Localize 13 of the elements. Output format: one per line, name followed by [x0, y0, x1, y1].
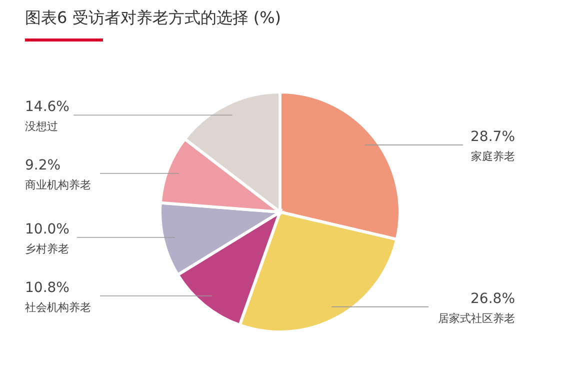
- slice-label: 家庭养老: [471, 150, 515, 163]
- chart-title: 图表6 受访者对养老方式的选择 (%): [25, 8, 282, 27]
- slice-label: 居家式社区养老: [438, 312, 515, 325]
- slice-label: 没想过: [25, 120, 58, 134]
- data-label: 14.6%: [25, 99, 70, 116]
- slice-label: 乡村养老: [25, 242, 69, 256]
- data-label: 28.7%: [470, 128, 515, 145]
- slice-label: 商业机构养老: [25, 178, 91, 192]
- data-label: 10.8%: [25, 280, 70, 296]
- data-label: 26.8%: [470, 290, 515, 307]
- data-label: 9.2%: [25, 157, 61, 174]
- data-label: 10.0%: [25, 221, 70, 238]
- slice-label: 社会机构养老: [25, 300, 91, 314]
